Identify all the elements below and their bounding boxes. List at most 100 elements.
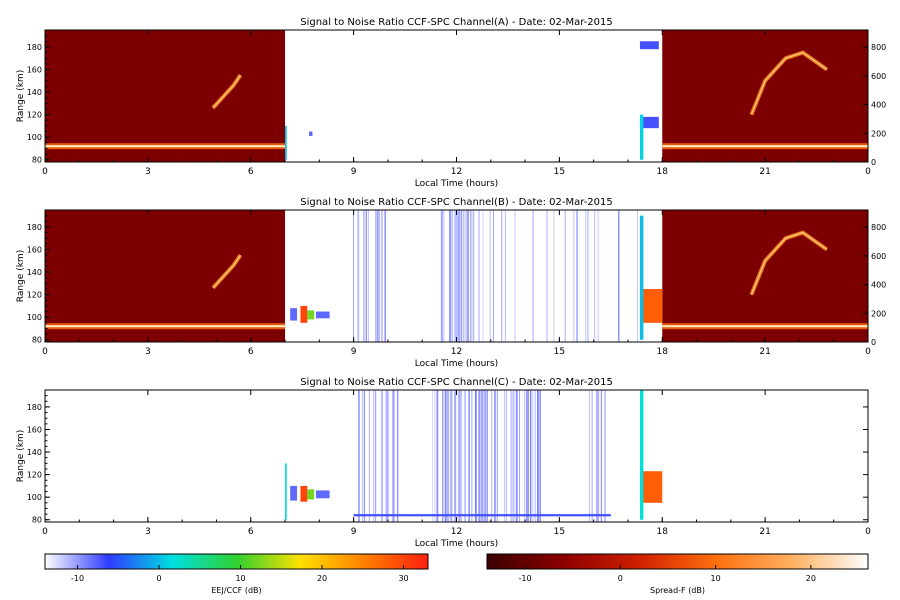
y-tick-label: 80 [32, 156, 42, 165]
x-tick-label: 0 [865, 347, 871, 357]
echo-patch [285, 125, 287, 160]
x-tick-label: 6 [248, 347, 254, 357]
y2-tick-label: 400 [871, 101, 886, 110]
echo-patch [639, 215, 644, 340]
y-tick-label: 100 [27, 313, 42, 322]
x-tick-label: 0 [865, 527, 871, 537]
x-tick-label: 9 [351, 347, 357, 357]
echo-patch [639, 288, 663, 323]
echo-patch [639, 471, 663, 503]
y-tick-label: 160 [27, 245, 42, 254]
y-tick-label: 180 [27, 223, 42, 232]
y2-tick-label: 800 [871, 223, 886, 232]
y2-tick-label: 0 [871, 338, 876, 347]
colorbar-label: EEJ/CCF (dB) [211, 586, 261, 595]
spread-f-block [662, 210, 868, 342]
echo-patch [639, 116, 659, 129]
y-axis-label: Range (km) [16, 70, 26, 122]
spread-f-trace [750, 231, 828, 295]
panel-b: Signal to Noise Ratio CCF-SPC Channel(B)… [16, 197, 886, 369]
x-tick-label: 9 [351, 167, 357, 177]
es-layer-band [45, 145, 286, 148]
es-layer-band [662, 325, 868, 328]
colorbar-tick-label: 0 [157, 574, 162, 583]
y-tick-label: 160 [27, 425, 42, 434]
colorbar-tick-label: 30 [398, 574, 408, 583]
echo-patch [353, 514, 611, 517]
echo-patch [307, 489, 315, 500]
y-tick-label: 180 [27, 403, 42, 412]
echo-patch [307, 310, 315, 320]
y2-tick-label: 600 [871, 252, 886, 261]
echo-patch [639, 41, 659, 50]
y-tick-label: 120 [27, 471, 42, 480]
y-tick-label: 80 [32, 516, 42, 525]
spread-f-block [45, 210, 286, 342]
echo-patch [285, 463, 287, 520]
x-axis-label: Local Time (hours) [415, 539, 498, 549]
colorbar-eej-ccf: -10 0 10 20 30 EEJ/CCF (dB) [44, 553, 429, 595]
y-tick-label: 140 [27, 88, 42, 97]
panel-a: Signal to Noise Ratio CCF-SPC Channel(A)… [16, 17, 886, 189]
chart-title: Signal to Noise Ratio CCF-SPC Channel(C)… [300, 377, 613, 388]
x-tick-label: 6 [248, 527, 254, 537]
x-tick-label: 21 [759, 527, 770, 537]
es-layer-band [662, 145, 868, 148]
y-tick-label: 120 [27, 111, 42, 120]
y-tick-label: 160 [27, 65, 42, 74]
x-tick-label: 0 [42, 347, 48, 357]
echo-patch [300, 305, 308, 323]
y-tick-label: 180 [27, 43, 42, 52]
x-tick-label: 15 [554, 527, 565, 537]
chart-title: Signal to Noise Ratio CCF-SPC Channel(B)… [300, 197, 613, 208]
x-tick-label: 0 [42, 527, 48, 537]
colorbar-tick-label: 0 [618, 574, 623, 583]
colorbar-tick-label: 20 [317, 574, 327, 583]
y2-tick-label: 0 [871, 158, 876, 167]
y-axis-label: Range (km) [16, 250, 26, 302]
x-tick-label: 15 [554, 347, 565, 357]
plot-area [285, 390, 663, 522]
y2-tick-label: 800 [871, 43, 886, 52]
plot-frame [44, 389, 869, 523]
x-tick-label: 21 [759, 347, 770, 357]
y-tick-label: 100 [27, 493, 42, 502]
colorbar-tick-label: 10 [235, 574, 245, 583]
echo-patch [290, 485, 298, 501]
x-tick-label: 9 [351, 527, 357, 537]
x-tick-label: 15 [554, 167, 565, 177]
echo-patch [639, 390, 644, 520]
spread-f-trace [212, 74, 241, 109]
spread-f-block [662, 30, 868, 162]
y2-tick-label: 600 [871, 72, 886, 81]
y2-tick-label: 200 [871, 309, 886, 318]
x-tick-label: 18 [657, 527, 669, 537]
x-tick-label: 0 [42, 167, 48, 177]
y-tick-label: 80 [32, 336, 42, 345]
echo-patch [315, 311, 330, 319]
es-layer-band [45, 325, 286, 328]
panel-c: Signal to Noise Ratio CCF-SPC Channel(C)… [16, 377, 871, 549]
x-tick-label: 12 [451, 347, 462, 357]
x-tick-label: 12 [451, 167, 462, 177]
colorbar-gradient [44, 553, 429, 570]
x-tick-label: 3 [145, 527, 151, 537]
x-tick-label: 3 [145, 347, 151, 357]
colorbar-tick-label: 10 [711, 574, 721, 583]
x-tick-label: 6 [248, 167, 254, 177]
spread-f-block [45, 30, 286, 162]
spread-f-trace [750, 51, 828, 115]
x-tick-label: 3 [145, 167, 151, 177]
colorbar-tick-label: -10 [71, 574, 84, 583]
echo-patch [639, 114, 644, 160]
echo-patch [315, 490, 330, 499]
plot-area [45, 210, 868, 342]
x-axis-label: Local Time (hours) [415, 359, 498, 369]
y2-tick-label: 200 [871, 129, 886, 138]
chart-title: Signal to Noise Ratio CCF-SPC Channel(A)… [300, 17, 612, 28]
echo-patch [309, 131, 313, 137]
x-tick-label: 21 [759, 167, 770, 177]
colorbar-tick-label: -10 [519, 574, 532, 583]
x-tick-label: 18 [657, 347, 669, 357]
